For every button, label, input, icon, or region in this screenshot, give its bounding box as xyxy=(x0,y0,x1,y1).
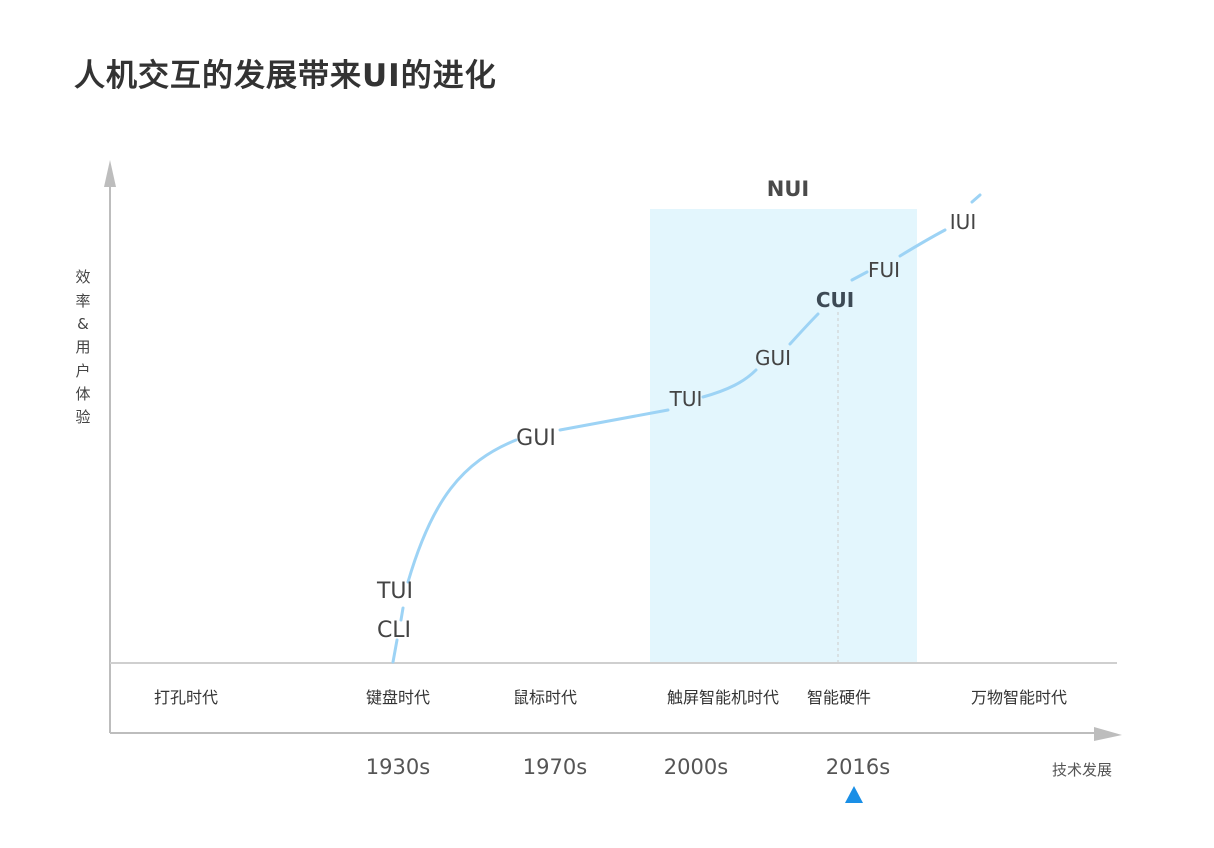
current-era-marker-icon xyxy=(845,786,863,803)
era-label-touchscreen: 触屏智能机时代 xyxy=(667,688,779,707)
curve-segment-tui xyxy=(399,606,405,622)
evolution-curve xyxy=(391,193,982,664)
era-label-punch-card: 打孔时代 xyxy=(154,688,218,707)
y-axis-label-char: 户 xyxy=(75,362,90,380)
year-label-1970s: 1970s xyxy=(523,755,587,779)
curve-label-gui-1: GUI xyxy=(516,426,556,451)
curve-label-cli: CLI xyxy=(377,618,411,643)
y-axis-label-char: 体 xyxy=(75,385,90,403)
era-label-smart-hardware: 智能硬件 xyxy=(807,688,871,707)
curve-segment-fui xyxy=(898,228,947,258)
curve-label-tui-1: TUI xyxy=(376,579,413,604)
curve-segment-tui-2 xyxy=(701,368,758,399)
y-axis-label-char: & xyxy=(77,315,89,333)
y-axis-arrow-icon xyxy=(104,160,116,187)
y-axis-label-char: 率 xyxy=(75,292,90,310)
page-title: 人机交互的发展带来UI的进化 xyxy=(74,58,497,94)
curve-segment-late-gui xyxy=(558,408,670,432)
curve-segment-cli xyxy=(391,638,399,664)
curve-label-gui-2: GUI xyxy=(755,346,791,370)
y-axis-label-char: 用 xyxy=(75,338,90,356)
curve-segment-early-gui xyxy=(406,438,518,584)
curve-segment-cui xyxy=(850,270,869,282)
y-axis-label-char: 效 xyxy=(75,268,90,286)
y-axis-label-char: 验 xyxy=(75,408,90,426)
curve-label-iui: IUI xyxy=(950,210,976,234)
year-label-2016s: 2016s xyxy=(826,755,890,779)
year-label-1930s: 1930s xyxy=(366,755,430,779)
nui-region xyxy=(650,209,917,663)
era-label-mouse: 鼠标时代 xyxy=(513,688,577,707)
curve-label-tui-2: TUI xyxy=(669,387,703,411)
curve-segment-iui xyxy=(970,193,982,204)
nui-region-label: NUI xyxy=(767,177,809,201)
x-axis-label: 技术发展 xyxy=(1052,761,1112,779)
curve-segment-gui-2 xyxy=(788,312,820,346)
year-label-2000s: 2000s xyxy=(664,755,728,779)
curve-label-cui: CUI xyxy=(816,288,854,312)
curve-label-fui: FUI xyxy=(868,258,900,282)
era-label-iot: 万物智能时代 xyxy=(971,688,1067,707)
y-axis-label: 效 率 & 用 户 体 验 xyxy=(75,268,90,426)
era-label-keyboard: 键盘时代 xyxy=(366,688,430,707)
x-axis-arrow-icon xyxy=(1094,727,1122,741)
